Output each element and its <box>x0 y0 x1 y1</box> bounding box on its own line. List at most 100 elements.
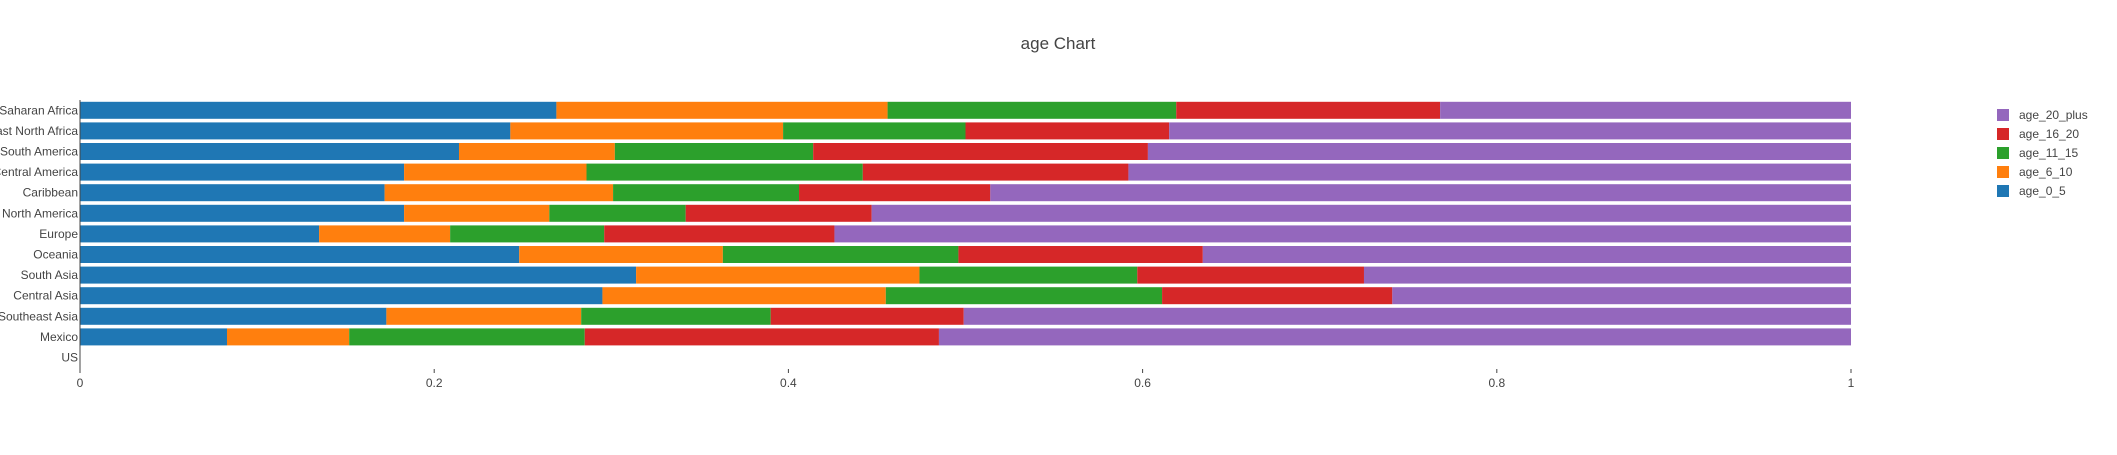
legend-swatch <box>1997 166 2009 178</box>
legend-item-age_16_20[interactable]: age_16_20 <box>1997 127 2079 141</box>
bar-age_11_15-7[interactable] <box>722 246 959 263</box>
bar-age_0_5-6[interactable] <box>80 225 320 243</box>
bar-age_11_15-8[interactable] <box>919 266 1138 284</box>
bar-age_6_10-7[interactable] <box>519 246 723 263</box>
bar-age_16_20-4[interactable] <box>799 184 991 202</box>
bar-age_6_10-2[interactable] <box>458 143 615 160</box>
bar-age_16_20-2[interactable] <box>813 143 1148 160</box>
bar-age_16_20-5[interactable] <box>685 204 872 222</box>
bar-age_20_plus-5[interactable] <box>871 204 1851 222</box>
legend-item-age_11_15[interactable]: age_11_15 <box>1997 146 2079 160</box>
bar-age_6_10-4[interactable] <box>384 184 614 202</box>
bar-age_20_plus-7[interactable] <box>1202 246 1851 263</box>
y-tick-label: South Asia <box>21 268 79 282</box>
bar-age_6_10-0[interactable] <box>556 101 888 119</box>
y-tick-label: Middle East North Africa <box>0 124 78 138</box>
bar-age_11_15-6[interactable] <box>450 225 605 243</box>
bar-age_16_20-10[interactable] <box>770 307 964 325</box>
y-tick-label: Central America <box>0 165 78 179</box>
y-tick-label: North America <box>2 206 78 220</box>
bar-age_0_5-4[interactable] <box>80 184 385 202</box>
bar-age_0_5-5[interactable] <box>80 204 405 222</box>
y-tick-label: Europe <box>39 227 78 241</box>
bar-age_16_20-1[interactable] <box>965 122 1170 140</box>
bar-age_11_15-4[interactable] <box>613 184 800 202</box>
bar-age_20_plus-4[interactable] <box>990 184 1851 202</box>
legend-label: age_20_plus <box>2019 108 2088 122</box>
legend-swatch <box>1997 109 2009 121</box>
bar-age_20_plus-8[interactable] <box>1363 266 1851 284</box>
legend-item-age_6_10[interactable]: age_6_10 <box>1997 165 2073 179</box>
x-axis: 0 0.2 0.4 0.6 0.8 1 <box>77 369 1855 390</box>
bar-age_11_15-0[interactable] <box>887 101 1177 119</box>
bar-age_16_20-0[interactable] <box>1176 101 1441 119</box>
bar-age_20_plus-2[interactable] <box>1147 143 1851 160</box>
legend-swatch <box>1997 185 2009 197</box>
legend-swatch <box>1997 128 2009 140</box>
bar-age_20_plus-0[interactable] <box>1440 101 1851 119</box>
bar-age_20_plus-11[interactable] <box>938 328 1851 346</box>
bar-age_0_5-11[interactable] <box>80 328 227 346</box>
bar-age_11_15-9[interactable] <box>885 287 1163 305</box>
bar-age_16_20-6[interactable] <box>604 225 835 243</box>
bar-age_16_20-9[interactable] <box>1162 287 1393 305</box>
bar-age_0_5-2[interactable] <box>80 143 459 160</box>
bar-age_0_5-0[interactable] <box>80 101 557 119</box>
legend-label: age_6_10 <box>2019 165 2073 179</box>
bar-age_16_20-3[interactable] <box>862 163 1129 181</box>
y-tick-label: Sub-Saharan Africa <box>0 103 78 117</box>
bar-age_11_15-11[interactable] <box>349 328 585 346</box>
bar-age_16_20-8[interactable] <box>1137 266 1364 284</box>
bar-age_0_5-7[interactable] <box>80 246 520 263</box>
legend-label: age_11_15 <box>2019 146 2079 160</box>
chart-title: age Chart <box>1021 34 1096 53</box>
bar-age_0_5-8[interactable] <box>80 266 637 284</box>
bar-age_0_5-10[interactable] <box>80 307 387 325</box>
legend-item-age_20_plus[interactable]: age_20_plus <box>1997 108 2088 122</box>
bar-age_11_15-3[interactable] <box>586 163 863 181</box>
y-tick-label: Oceania <box>33 248 78 262</box>
plot-area <box>80 101 1851 346</box>
bar-age_0_5-3[interactable] <box>80 163 405 181</box>
bar-age_6_10-6[interactable] <box>319 225 451 243</box>
x-tick-label: 0.8 <box>1488 376 1505 390</box>
y-tick-label: Central Asia <box>13 289 78 303</box>
bar-age_20_plus-1[interactable] <box>1169 122 1851 140</box>
bar-age_0_5-1[interactable] <box>80 122 511 140</box>
x-tick-label: 1 <box>1848 376 1855 390</box>
legend-swatch <box>1997 147 2009 159</box>
legend[interactable]: age_20_plus age_16_20 age_11_15 age_6_10age… <box>1997 108 2088 198</box>
x-tick-label: 0.4 <box>780 376 797 390</box>
bar-age_11_15-5[interactable] <box>549 204 686 222</box>
bar-age_0_5-9[interactable] <box>80 287 603 305</box>
y-tick-label: Caribbean <box>23 186 78 200</box>
bar-age_6_10-10[interactable] <box>386 307 582 325</box>
bar-age_16_20-7[interactable] <box>958 246 1203 263</box>
bar-age_6_10-8[interactable] <box>636 266 920 284</box>
bar-age_11_15-2[interactable] <box>614 143 814 160</box>
bar-age_16_20-11[interactable] <box>584 328 939 346</box>
bar-age_20_plus-9[interactable] <box>1392 287 1851 305</box>
bar-age_6_10-1[interactable] <box>510 122 784 140</box>
y-tick-label: Mexico <box>40 330 78 344</box>
legend-label: age_16_20 <box>2019 127 2079 141</box>
x-tick-label: 0.6 <box>1134 376 1151 390</box>
bar-age_6_10-11[interactable] <box>226 328 350 346</box>
x-tick-label: 0.2 <box>426 376 443 390</box>
bar-age_20_plus-6[interactable] <box>834 225 1851 243</box>
bar-age_20_plus-3[interactable] <box>1128 163 1851 181</box>
bar-age_6_10-3[interactable] <box>404 163 587 181</box>
bar-age_11_15-10[interactable] <box>581 307 771 325</box>
bar-age_6_10-5[interactable] <box>404 204 550 222</box>
legend-label: age_0_5 <box>2019 184 2066 198</box>
y-tick-label: US <box>61 351 78 365</box>
bar-age_11_15-1[interactable] <box>783 122 966 140</box>
y-tick-label: South America <box>0 145 78 159</box>
bar-age_6_10-9[interactable] <box>602 287 886 305</box>
x-tick-label: 0 <box>77 376 84 390</box>
y-tick-label: Southeast Asia <box>0 309 78 323</box>
bar-age_20_plus-10[interactable] <box>963 307 1851 325</box>
legend-item-age_0_5[interactable]: age_0_5 <box>1997 184 2066 198</box>
